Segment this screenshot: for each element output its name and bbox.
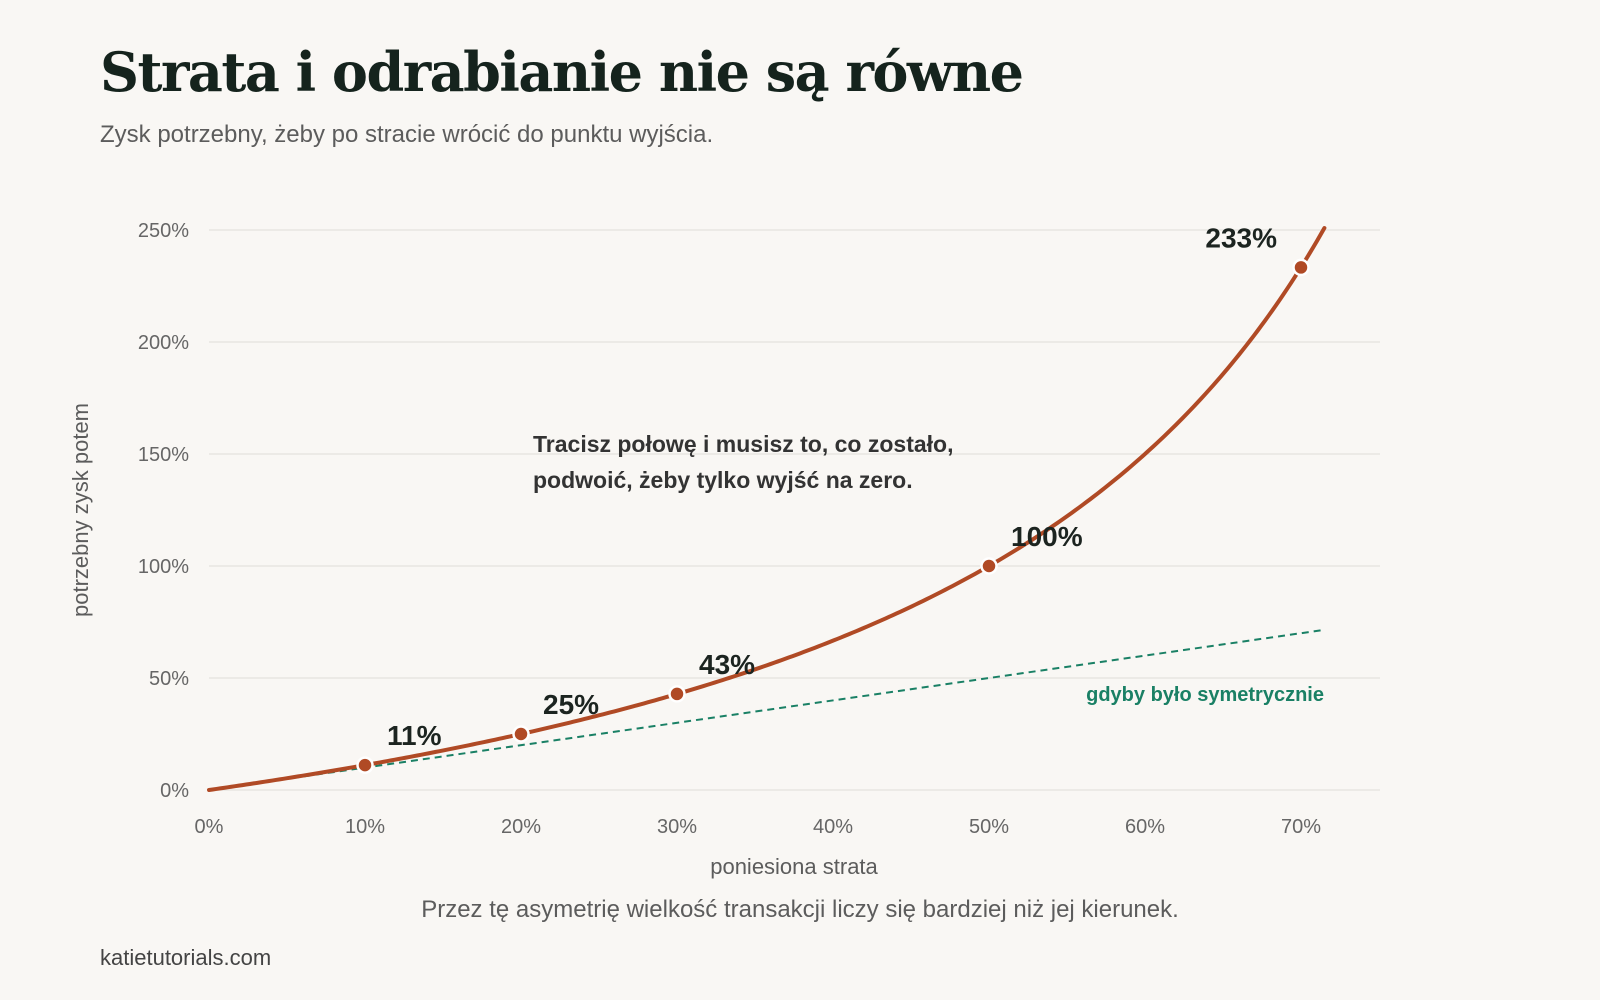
x-tick-label: 30% — [657, 816, 697, 838]
x-tick-label: 60% — [1125, 816, 1165, 838]
data-point — [1292, 258, 1310, 277]
x-tick-label: 10% — [345, 816, 385, 838]
annotation-line: podwoić, żeby tylko wyjść na zero. — [533, 467, 913, 493]
chart-annotation: Tracisz połowę i musisz to, co zostało, p… — [533, 431, 953, 493]
source-credit: katietutorials.com — [100, 945, 272, 970]
series-layer — [207, 226, 1327, 792]
x-tick-label: 50% — [969, 816, 1009, 838]
symmetric-line — [208, 628, 1325, 791]
data-point-label: 43% — [699, 649, 755, 680]
data-point-label: 100% — [1011, 521, 1083, 552]
x-tick-label: 20% — [501, 816, 541, 838]
chart-footnote: Przez tę asymetrię wielkość transakcji l… — [421, 896, 1179, 923]
x-axis-ticks: 0% 10% 20% 30% 40% 50% 60% 70% — [195, 816, 1322, 838]
y-axis-label: potrzebny zysk potem — [68, 403, 93, 617]
y-tick-label: 200% — [138, 332, 189, 354]
y-tick-label: 150% — [138, 444, 189, 466]
data-point-label: 11% — [387, 720, 442, 751]
required-gain-line — [207, 226, 1327, 792]
highlighted-points — [356, 258, 1310, 774]
data-point-label: 233% — [1205, 222, 1277, 253]
y-tick-label: 50% — [149, 668, 189, 690]
data-point — [668, 685, 686, 703]
x-tick-label: 70% — [1281, 816, 1321, 838]
chart-title: Strata i odrabianie nie są równe — [100, 40, 1024, 104]
y-axis-ticks: 0% 50% 100% 150% 200% 250% — [138, 220, 189, 802]
y-tick-label: 100% — [138, 556, 189, 578]
x-tick-label: 0% — [195, 816, 224, 838]
data-point — [356, 756, 374, 774]
point-labels: 11% 25% 43% 100% 233% — [387, 222, 1277, 751]
data-point-label: 25% — [543, 689, 599, 720]
x-axis-label: poniesiona strata — [710, 854, 878, 879]
data-point — [512, 725, 530, 743]
annotation-line: Tracisz połowę i musisz to, co zostało, — [533, 431, 953, 457]
chart-subtitle: Zysk potrzebny, żeby po stracie wrócić d… — [100, 121, 714, 148]
symmetric-series-label: gdyby było symetrycznie — [1086, 684, 1324, 706]
data-point — [980, 557, 998, 575]
x-tick-label: 40% — [813, 816, 853, 838]
y-tick-label: 0% — [160, 780, 189, 802]
y-tick-label: 250% — [138, 220, 189, 242]
grid-lines — [209, 229, 1380, 791]
